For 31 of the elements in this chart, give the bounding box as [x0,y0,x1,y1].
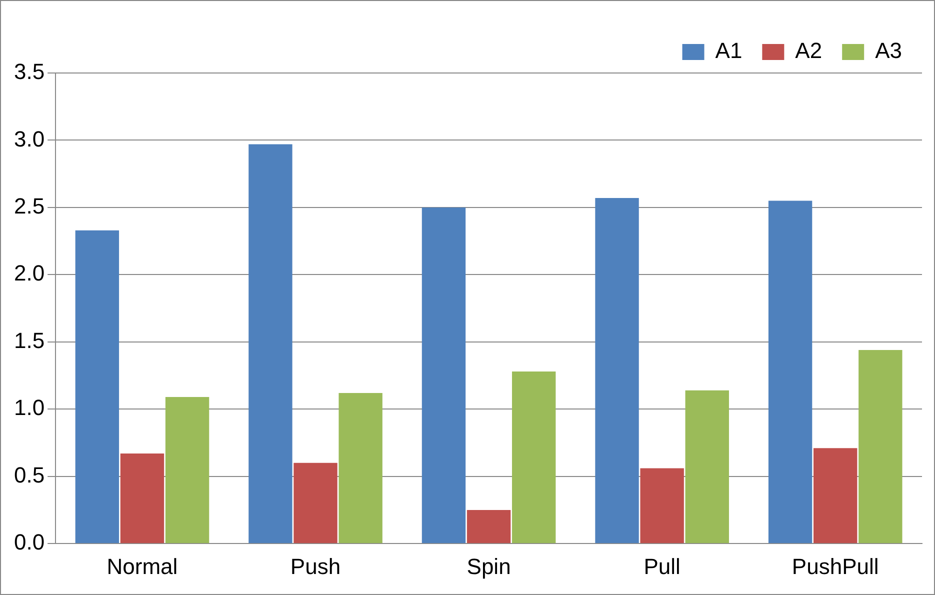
bar [248,144,292,544]
bar [75,230,120,544]
bar [768,200,812,544]
bar [422,207,466,544]
y-tick-label: 0.0 [14,530,45,555]
y-tick-label: 2.5 [14,194,45,219]
bar [640,468,684,544]
y-tick-label: 3.0 [14,126,45,152]
bar [512,371,556,544]
x-tick-label: Normal [106,554,178,579]
bar [165,397,210,544]
x-tick-label: PushPull [792,554,879,579]
y-tick-label: 3.5 [14,59,45,84]
x-tick-label: Push [290,554,341,579]
y-tick-label: 0.5 [14,462,45,488]
y-tick-label: 1.0 [14,395,45,420]
x-tick-label: Pull [644,554,680,579]
bar [814,448,858,544]
bar [120,454,164,544]
x-tick-label: Spin [466,554,511,579]
bar [858,350,902,544]
bar [466,510,511,544]
bar [595,198,639,544]
legend-label: A3 [875,38,902,64]
legend-label: A1 [715,38,742,64]
bar [338,393,382,544]
y-tick-label: 2.0 [14,260,45,286]
bar [685,390,729,544]
bar [294,462,338,544]
legend-label: A2 [795,38,822,64]
y-tick-label: 1.5 [14,328,45,353]
